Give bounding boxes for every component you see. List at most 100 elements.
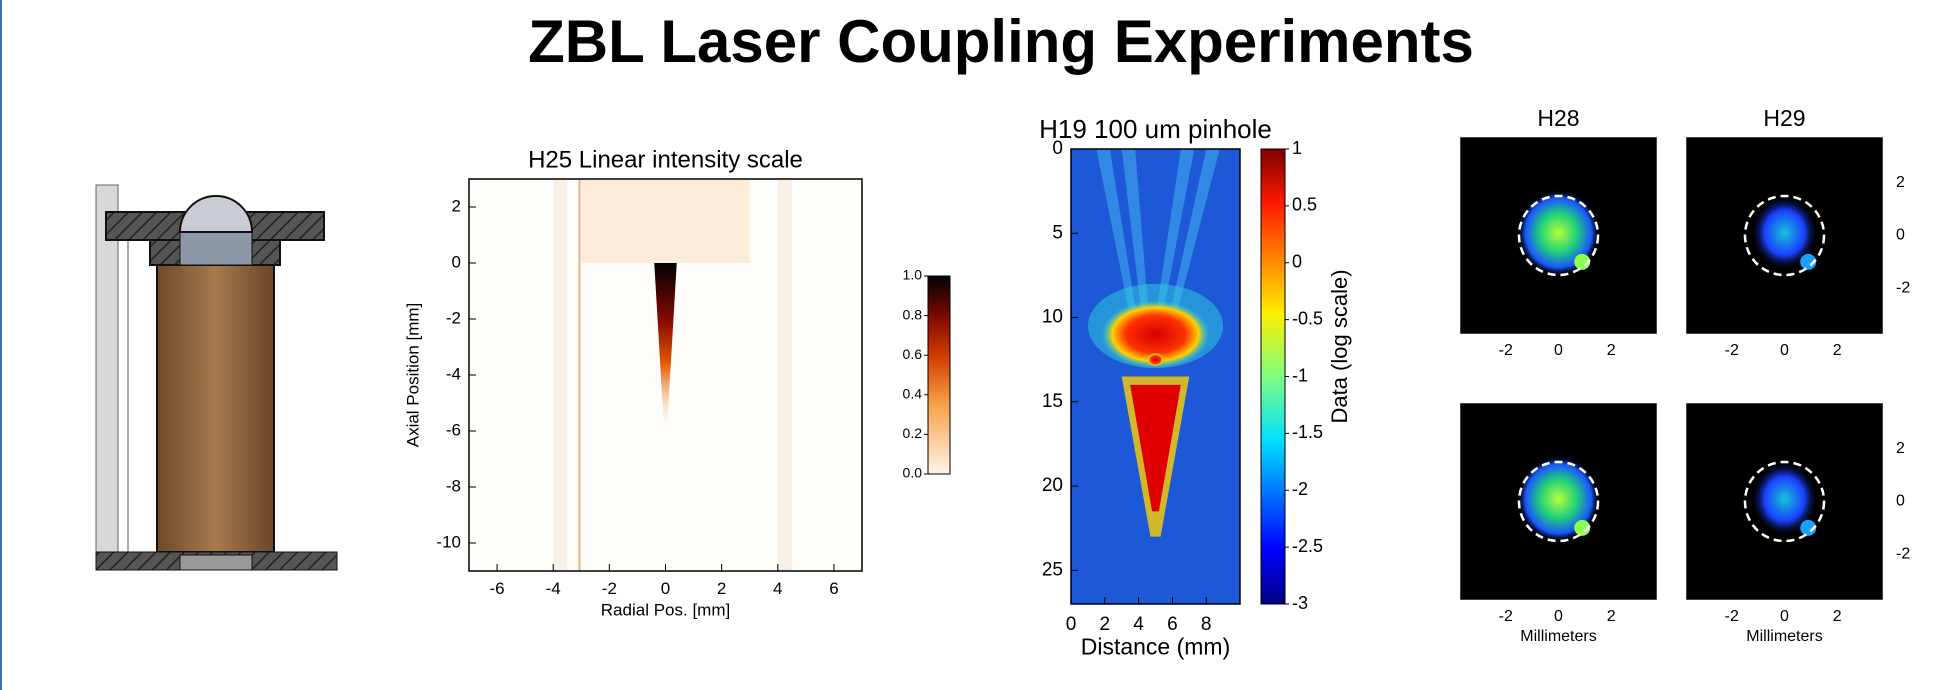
colorbar-tick-label: -3 <box>1292 593 1308 613</box>
x-axis-label: Millimeters <box>1746 628 1822 645</box>
heatmap-image <box>1071 149 1240 604</box>
colorbar-tick-label: -0.5 <box>1292 308 1323 328</box>
colorbar-label: Data (log scale) <box>1327 269 1352 423</box>
x-tick-label: 0 <box>1554 342 1563 359</box>
image-streak <box>1155 149 1195 318</box>
colorbar-tick-label: -2 <box>1292 479 1308 499</box>
x-tick-label: -2 <box>1725 608 1739 625</box>
y-tick-label: 25 <box>1042 559 1063 580</box>
panel-title: H28 <box>1537 105 1579 131</box>
y-tick-label: -2 <box>446 308 461 327</box>
target-drawing <box>95 184 338 571</box>
y-axis-label: Axial Position [mm] <box>403 303 422 448</box>
y-tick-label: 0 <box>1052 138 1063 159</box>
x-tick-label: 6 <box>1167 614 1178 635</box>
x-tick-label: 0 <box>1554 608 1563 625</box>
x-tick-label: 8 <box>1201 614 1212 635</box>
x-tick-label: 0 <box>1780 342 1789 359</box>
x-tick-label: -4 <box>546 579 561 598</box>
image-streak <box>1169 149 1220 318</box>
image-glow <box>581 179 750 263</box>
x-tick-label: 2 <box>1100 614 1111 635</box>
y-tick-label: 15 <box>1042 391 1063 412</box>
image-spot <box>1574 519 1591 536</box>
colorbar-tick-label: -2.5 <box>1292 536 1323 556</box>
x-tick-label: -2 <box>1499 342 1513 359</box>
image-blob <box>1750 461 1819 537</box>
x-axis-label: Radial Pos. [mm] <box>601 600 730 619</box>
heatmap-image <box>1687 404 1882 599</box>
y-tick-label: 2 <box>1896 440 1905 457</box>
image-spot <box>1800 519 1817 536</box>
y-tick-label: 0 <box>1896 227 1905 244</box>
heatmap-image <box>1687 138 1882 333</box>
image-streak <box>777 179 792 571</box>
colorbar <box>1260 148 1286 605</box>
colorbar <box>927 275 951 475</box>
heatmap-image <box>1461 138 1656 333</box>
y-tick-label: 20 <box>1042 475 1063 496</box>
aperture-circle <box>1743 194 1826 277</box>
x-tick-label: 2 <box>1833 608 1842 625</box>
colorbar-tick-label: 0.5 <box>1292 195 1317 215</box>
colorbar-tick-label: 0.8 <box>903 306 923 322</box>
x-tick-label: 4 <box>1133 614 1144 635</box>
aperture-circle <box>1517 194 1600 277</box>
x-tick-label: 0 <box>661 579 670 598</box>
x-tick-label: -2 <box>602 579 617 598</box>
x-tick-label: 2 <box>717 579 726 598</box>
x-axis-label: Millimeters <box>1520 628 1596 645</box>
y-tick-label: 5 <box>1052 222 1063 243</box>
slide-title: ZBL Laser Coupling Experiments <box>528 8 1474 75</box>
heatmap-image <box>469 179 862 571</box>
image-cone <box>654 263 677 431</box>
y-tick-label: -8 <box>446 476 461 495</box>
y-tick-label: -10 <box>436 532 461 551</box>
colorbar-tick-label: 0.0 <box>903 465 923 481</box>
image-streak <box>553 179 568 571</box>
x-tick-label: 6 <box>829 579 838 598</box>
colorbar-tick-label: 0.2 <box>903 425 923 441</box>
colorbar-tick-label: -1.5 <box>1292 422 1323 442</box>
colorbar-tick-label: 1.0 <box>903 267 923 283</box>
image-crown <box>1101 300 1210 369</box>
x-tick-label: -6 <box>490 579 505 598</box>
x-tick-label: 2 <box>1607 608 1616 625</box>
colorbar-tick-label: 0 <box>1292 252 1302 272</box>
y-tick-label: 0 <box>1896 493 1905 510</box>
image-spot <box>1800 253 1817 270</box>
image-streak <box>578 179 581 571</box>
x-tick-label: 2 <box>1833 342 1842 359</box>
y-tick-label: -2 <box>1896 279 1910 296</box>
image-spot <box>1146 352 1165 367</box>
colorbar-tick-label: 1 <box>1292 138 1302 158</box>
image-streak <box>1096 149 1137 318</box>
colorbar-tick-label: 0.4 <box>903 386 923 402</box>
y-tick-label: -6 <box>446 420 461 439</box>
x-tick-label: 0 <box>1066 614 1077 635</box>
panel-title: H25 Linear intensity scale <box>528 146 803 173</box>
image-streak <box>1121 149 1149 318</box>
y-tick-label: -4 <box>446 364 461 383</box>
image-spot <box>1574 253 1591 270</box>
aperture-circle <box>1743 460 1826 543</box>
y-tick-label: -2 <box>1896 545 1910 562</box>
x-tick-label: 2 <box>1607 342 1616 359</box>
image-jet <box>1130 384 1181 512</box>
x-tick-label: 0 <box>1780 608 1789 625</box>
y-tick-label: 2 <box>452 196 461 215</box>
panel-title: H29 <box>1763 105 1805 131</box>
colorbar-tick-label: -1 <box>1292 365 1308 385</box>
image-blob <box>1750 195 1819 271</box>
panel-title: H19 100 um pinhole <box>1039 114 1272 144</box>
x-axis-label: Distance (mm) <box>1081 634 1231 660</box>
x-tick-label: -2 <box>1725 342 1739 359</box>
colorbar-tick-label: 0.6 <box>903 346 923 362</box>
x-tick-label: -2 <box>1499 608 1513 625</box>
aperture-circle <box>1517 460 1600 543</box>
plot-frame <box>1070 148 1241 605</box>
x-tick-label: 4 <box>773 579 782 598</box>
y-tick-label: 10 <box>1042 307 1063 328</box>
y-tick-label: 2 <box>1896 174 1905 191</box>
